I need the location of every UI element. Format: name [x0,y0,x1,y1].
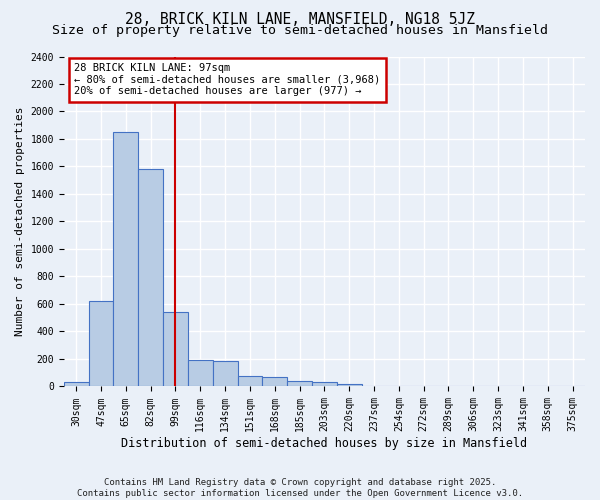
Bar [188,360,212,386]
Bar [64,382,89,386]
Bar [238,376,262,386]
X-axis label: Distribution of semi-detached houses by size in Mansfield: Distribution of semi-detached houses by … [121,437,527,450]
Text: 28 BRICK KILN LANE: 97sqm
← 80% of semi-detached houses are smaller (3,968)
20% : 28 BRICK KILN LANE: 97sqm ← 80% of semi-… [74,63,380,96]
Bar [212,361,238,386]
Bar [262,377,287,386]
Text: Size of property relative to semi-detached houses in Mansfield: Size of property relative to semi-detach… [52,24,548,37]
Bar [89,301,113,386]
Bar [138,169,163,386]
Text: 28, BRICK KILN LANE, MANSFIELD, NG18 5JZ: 28, BRICK KILN LANE, MANSFIELD, NG18 5JZ [125,12,475,28]
Text: Contains HM Land Registry data © Crown copyright and database right 2025.
Contai: Contains HM Land Registry data © Crown c… [77,478,523,498]
Y-axis label: Number of semi-detached properties: Number of semi-detached properties [15,106,25,336]
Bar [113,132,138,386]
Bar [337,384,362,386]
Bar [163,312,188,386]
Bar [312,382,337,386]
Bar [287,381,312,386]
